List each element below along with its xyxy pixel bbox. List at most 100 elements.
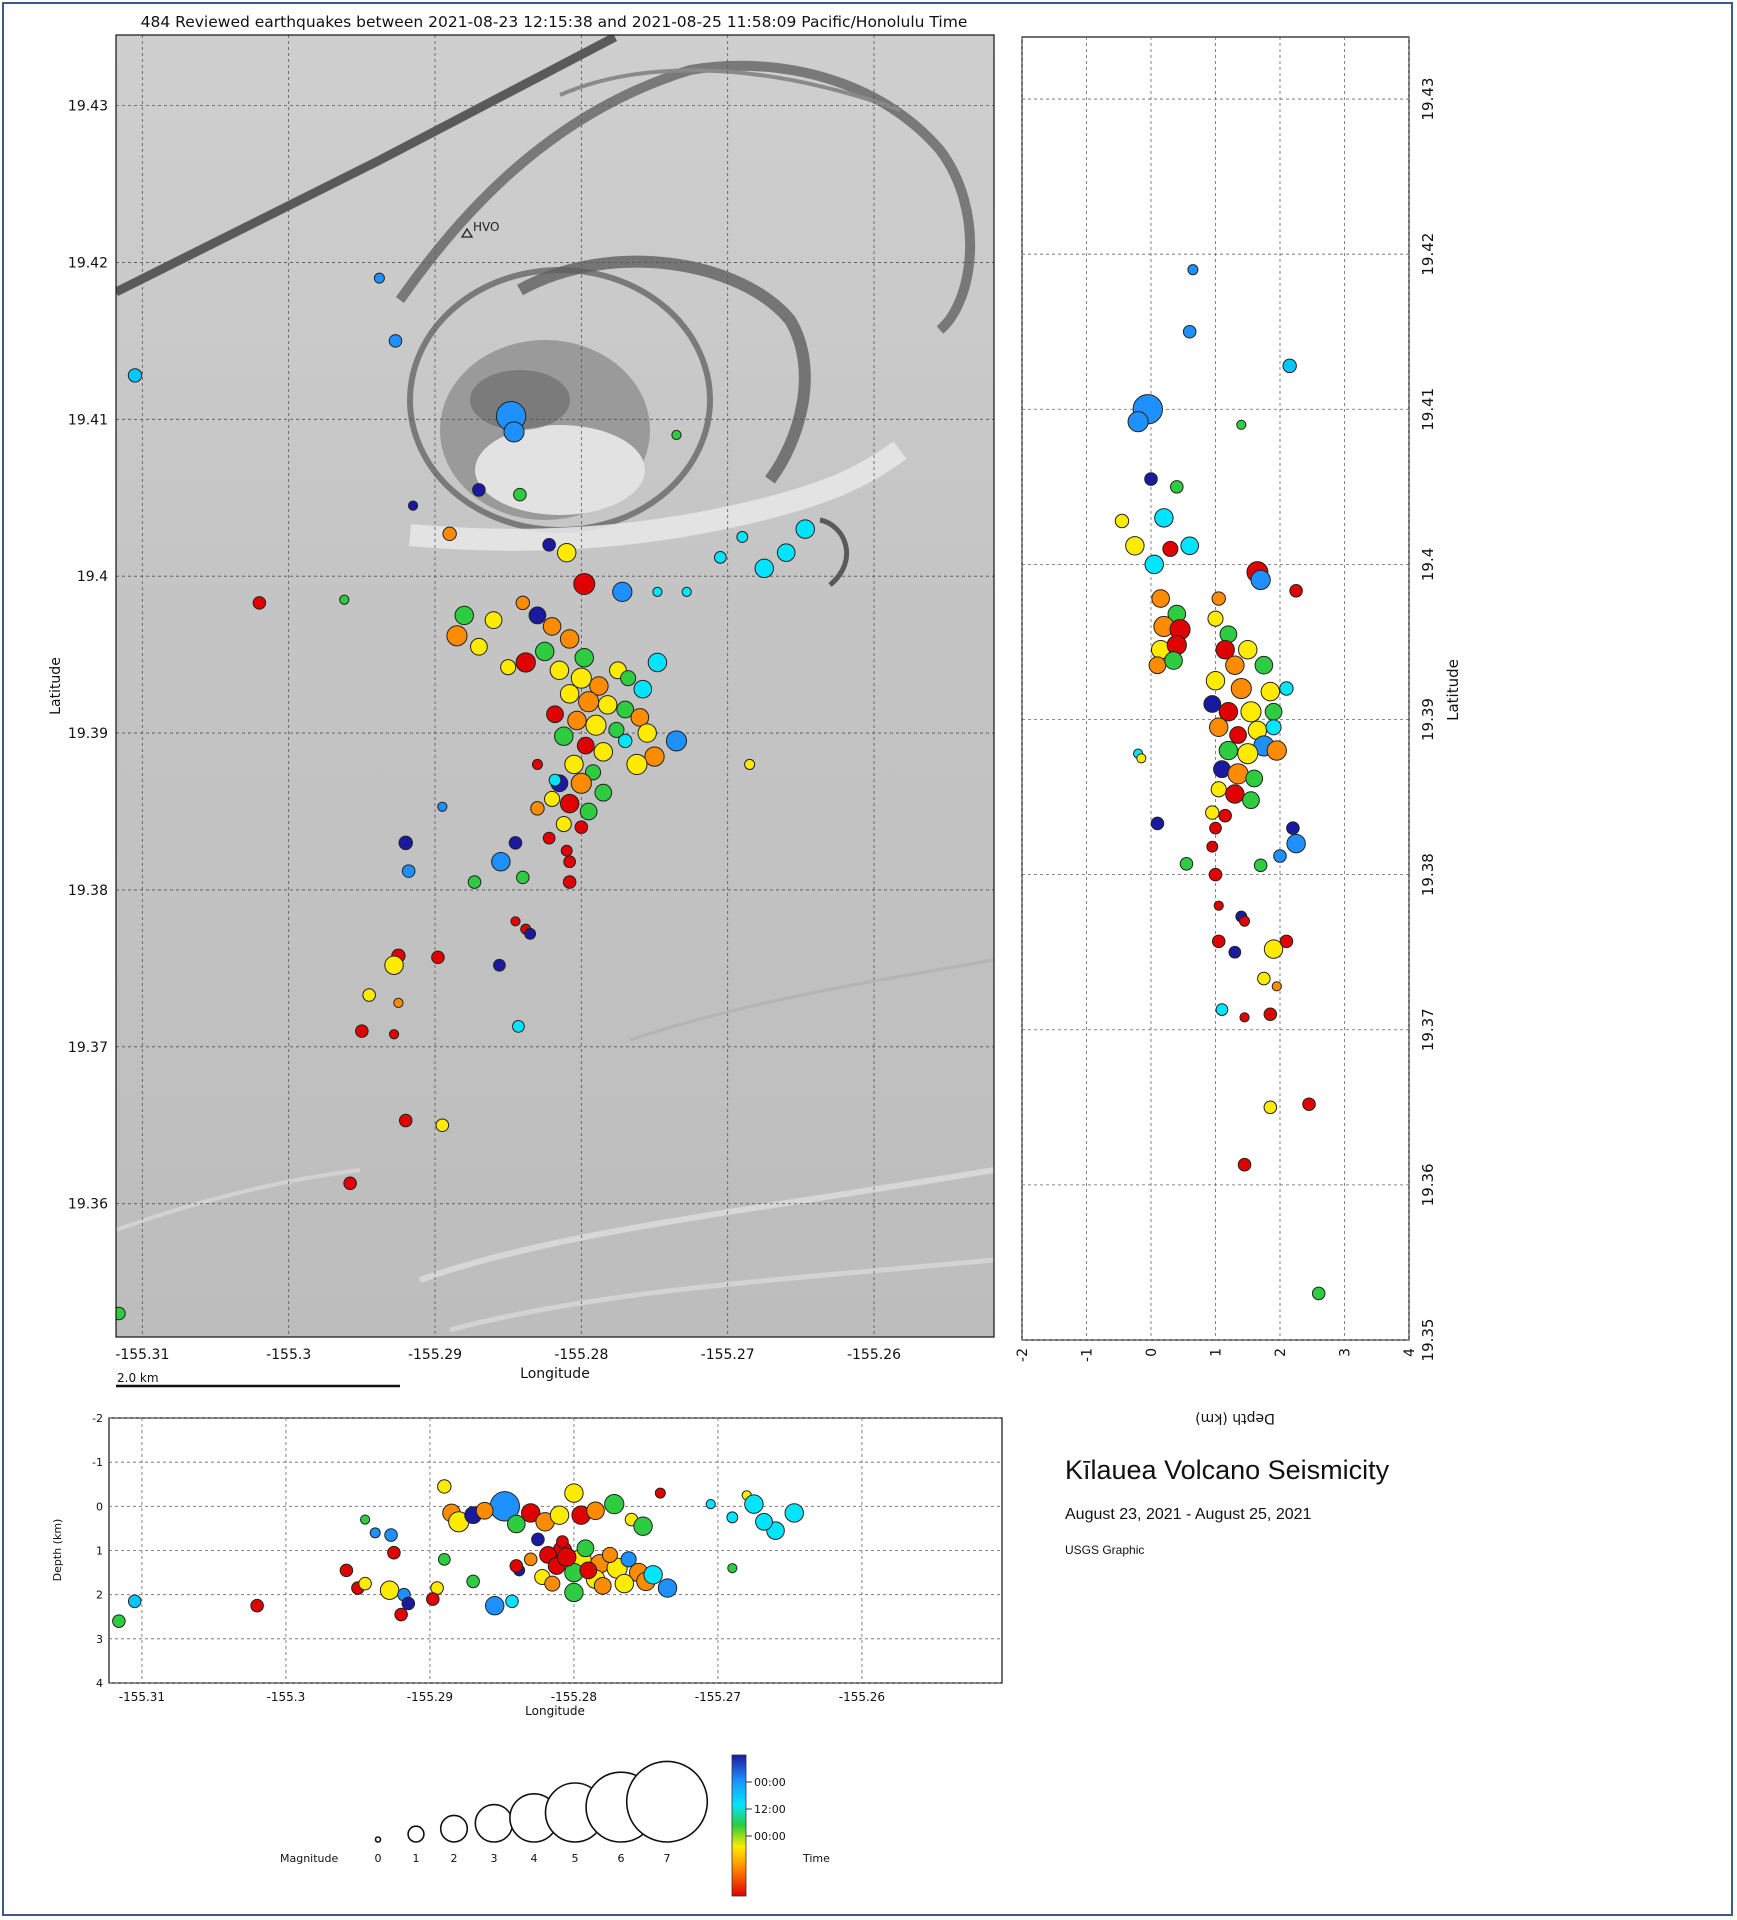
map-quake-marker: [559, 684, 580, 704]
map-xtick-label: -155.31: [115, 1347, 169, 1363]
map-ticks: -155.31 -155.3 -155.29 -155.28 -155.27 -155.2…: [68, 99, 901, 1363]
map-quake-marker: [546, 705, 564, 724]
depth-quake-marker: [1150, 816, 1165, 831]
depth-quake-marker: [1144, 472, 1158, 486]
xsec-ytick-label: 0: [96, 1500, 103, 1513]
depth-quake-marker: [1230, 677, 1252, 700]
depth-ytick-label: 19.39: [1419, 698, 1437, 741]
highway-line: [116, 35, 618, 297]
map-quake-marker: [671, 429, 682, 441]
map-quake-marker: [544, 790, 561, 807]
map-quake-marker: [795, 519, 815, 539]
map-quake-marker: [401, 864, 416, 878]
crater-lake: [475, 425, 645, 515]
map-quake-marker: [647, 652, 668, 673]
depth-quake-marker: [1237, 743, 1259, 765]
depth-quake-marker: [1282, 358, 1297, 374]
xsec-quake-marker: [384, 1528, 398, 1542]
depth-quake-marker: [1286, 833, 1306, 854]
map-quake-marker: [503, 421, 525, 443]
hvo-station-marker: [460, 227, 474, 238]
map-quake-marker: [559, 629, 580, 649]
map-quake-marker: [398, 1113, 413, 1128]
xsec-quake-marker: [744, 1494, 764, 1514]
map-quake-marker: [644, 746, 665, 767]
map-ytick-label: 19.4: [77, 569, 108, 585]
map-quake-marker: [548, 773, 562, 787]
map-points: [116, 272, 815, 1321]
xsec-quake-marker: [557, 1547, 577, 1567]
depth-quake-marker: [1218, 808, 1232, 823]
depth-quake-marker: [1279, 934, 1294, 949]
depth-xtick-label: 3: [1338, 1348, 1354, 1357]
depth-quake-marker: [1289, 583, 1303, 598]
map-quake-marker: [384, 955, 404, 975]
xsec-panel: -155.31 -155.3 -155.29 -155.28 -155.27 -155.2…: [51, 1412, 1003, 1718]
xsec-quake-marker: [250, 1598, 264, 1613]
map-quake-marker: [373, 272, 385, 284]
legend-magnitude-circle: [374, 1836, 382, 1843]
map-quake-marker: [560, 844, 573, 857]
hvo-station-label: HVO: [473, 220, 499, 234]
map-quake-marker: [612, 581, 633, 603]
xsec-quake-marker: [426, 1592, 440, 1606]
xsec-quake-marker: [614, 1573, 635, 1594]
depth-quake-marker: [1208, 867, 1223, 882]
depth-quake-marker: [1205, 671, 1226, 691]
depth-ytick-label: 19.35: [1419, 1319, 1437, 1362]
legend-magnitude-value: 6: [618, 1852, 625, 1865]
map-quake-marker: [574, 648, 594, 668]
xsec-ytick-label: 1: [96, 1545, 103, 1558]
legend-time-tick-label: 00:00: [754, 1776, 786, 1789]
map-quake-marker: [556, 542, 577, 563]
map-quake-marker: [530, 801, 545, 816]
depth-quake-marker: [1215, 1003, 1229, 1016]
legend-magnitude-value: 4: [531, 1852, 538, 1865]
xsec-quake-marker: [784, 1503, 804, 1523]
depth-quake-marker: [1219, 625, 1238, 644]
map-quake-marker: [467, 875, 482, 889]
depth-xtick-label: -2: [1015, 1348, 1031, 1362]
xsec-quake-marker: [564, 1483, 584, 1503]
map-ytick-label: 19.39: [68, 726, 108, 742]
depth-quake-marker: [1218, 702, 1239, 722]
map-quake-marker: [516, 870, 530, 885]
map-panel: HVO -155.31 -155.3 -155.29 -155.28 -155.27 -1…: [48, 34, 995, 1388]
legend-magnitude-value: 2: [451, 1852, 458, 1865]
map-quake-marker: [574, 820, 589, 834]
xsec-quake-marker: [576, 1539, 595, 1558]
map-xtick-label: -155.27: [701, 1347, 755, 1363]
xsec-quake-marker: [643, 1565, 663, 1585]
legend-magnitude-value: 1: [413, 1852, 420, 1865]
depth-quake-marker: [1263, 1007, 1278, 1022]
legend-magnitude-value: 7: [664, 1852, 671, 1865]
legend-time-tick-label: 00:00: [754, 1830, 786, 1843]
depth-xlabel: Depth (km): [1195, 1410, 1275, 1426]
map-quake-marker: [252, 596, 267, 610]
map-quake-marker: [630, 708, 650, 727]
xsec-xtick-label: -155.27: [695, 1690, 741, 1704]
map-quake-marker: [744, 758, 756, 770]
map-quake-marker: [620, 670, 637, 687]
depth-quake-marker: [1180, 536, 1199, 556]
map-quake-marker: [608, 721, 625, 738]
xsec-quake-marker: [654, 1487, 666, 1499]
map-quake-marker: [555, 816, 572, 833]
xsec-xtick-label: -155.26: [839, 1690, 885, 1704]
map-ytick-label: 19.38: [68, 883, 108, 899]
depth-quake-marker: [1211, 591, 1226, 606]
legend-magnitude-value: 5: [572, 1852, 579, 1865]
depth-quake-marker: [1238, 640, 1258, 660]
depth-quake-marker: [1227, 763, 1249, 785]
depth-ytick-label: 19.37: [1419, 1008, 1437, 1051]
map-quake-marker: [665, 730, 688, 752]
map-quake-marker: [567, 710, 587, 731]
map-quake-marker: [597, 695, 618, 715]
map-quake-marker: [594, 783, 613, 802]
lava-flow-4: [116, 1168, 361, 1232]
depth-quake-marker: [1266, 740, 1287, 761]
map-ylabel: Latitude: [48, 657, 64, 715]
depth-quake-marker: [1263, 939, 1284, 959]
map-quake-marker: [515, 595, 531, 611]
